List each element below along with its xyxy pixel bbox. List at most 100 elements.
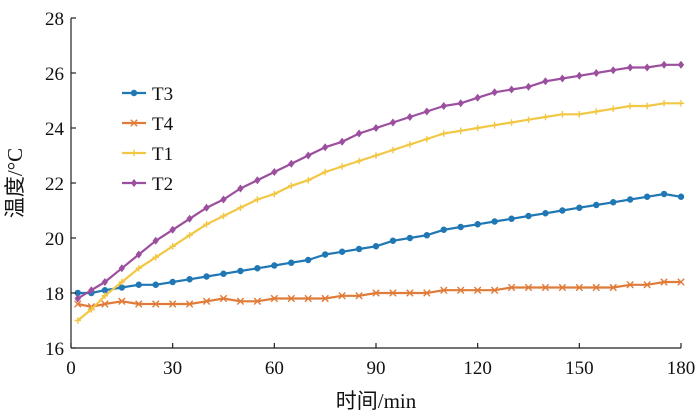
data-point bbox=[643, 102, 651, 110]
legend-item-t4: T4 bbox=[122, 114, 174, 135]
data-point bbox=[491, 218, 498, 225]
y-tick-label: 24 bbox=[45, 119, 65, 140]
data-point bbox=[74, 289, 81, 297]
data-point bbox=[507, 283, 516, 292]
data-point bbox=[338, 163, 346, 170]
data-point bbox=[457, 127, 464, 134]
data-point bbox=[660, 190, 668, 198]
data-point bbox=[270, 294, 279, 303]
data-point bbox=[74, 317, 81, 324]
data-point bbox=[541, 283, 550, 292]
data-point bbox=[508, 85, 515, 94]
legend-label: T3 bbox=[152, 84, 173, 105]
x-axis-title: 时间/min bbox=[336, 389, 417, 413]
data-point bbox=[305, 177, 312, 184]
data-point bbox=[440, 130, 447, 137]
data-point bbox=[423, 232, 431, 239]
data-point bbox=[610, 105, 617, 112]
data-point bbox=[558, 283, 567, 292]
data-point bbox=[254, 265, 261, 272]
data-point bbox=[474, 124, 481, 132]
data-point bbox=[118, 297, 126, 305]
data-point bbox=[118, 264, 126, 273]
data-point bbox=[610, 199, 617, 206]
series-t2 bbox=[74, 60, 685, 303]
data-point bbox=[186, 232, 193, 239]
data-point bbox=[355, 129, 363, 138]
data-point bbox=[592, 283, 600, 292]
data-point bbox=[677, 100, 685, 107]
data-point bbox=[626, 63, 634, 72]
data-point bbox=[253, 297, 262, 305]
data-point bbox=[372, 124, 380, 132]
data-point bbox=[220, 212, 227, 220]
data-point bbox=[525, 116, 532, 123]
legend-item-t3: T3 bbox=[122, 84, 173, 105]
data-point bbox=[101, 287, 109, 294]
series-t4 bbox=[74, 278, 685, 311]
series-line-t4 bbox=[77, 280, 681, 308]
data-point bbox=[355, 157, 363, 165]
series-t3 bbox=[74, 190, 685, 297]
data-point bbox=[677, 193, 685, 200]
data-point bbox=[542, 210, 549, 217]
data-point bbox=[305, 256, 312, 264]
legend-swatch-marker bbox=[130, 119, 138, 127]
data-point bbox=[203, 203, 210, 212]
data-point bbox=[254, 176, 261, 185]
legend-item-t1: T1 bbox=[122, 144, 173, 165]
data-point bbox=[643, 281, 651, 289]
data-point bbox=[389, 237, 397, 244]
data-point bbox=[626, 196, 634, 203]
data-point bbox=[626, 102, 634, 110]
series-line-t3 bbox=[77, 192, 682, 295]
legend-swatch-marker bbox=[130, 149, 138, 157]
y-tick-label: 28 bbox=[45, 9, 64, 30]
data-point bbox=[220, 270, 227, 277]
legend-label: T2 bbox=[152, 174, 173, 195]
data-point bbox=[271, 262, 278, 269]
data-point bbox=[237, 184, 244, 193]
data-point bbox=[101, 292, 109, 299]
data-point bbox=[118, 284, 126, 291]
data-point bbox=[559, 207, 566, 214]
data-point bbox=[457, 223, 464, 231]
data-point bbox=[152, 300, 160, 308]
data-point bbox=[508, 215, 515, 222]
data-point bbox=[626, 281, 634, 289]
data-point bbox=[406, 289, 414, 297]
data-point bbox=[593, 108, 600, 115]
data-point bbox=[185, 300, 194, 308]
x-tick-label: 150 bbox=[565, 358, 594, 379]
y-tick-label: 20 bbox=[45, 229, 64, 250]
data-point bbox=[372, 289, 380, 297]
data-point bbox=[610, 66, 617, 75]
x-tick-label: 180 bbox=[667, 358, 696, 379]
data-point bbox=[152, 236, 159, 245]
data-point bbox=[271, 190, 278, 198]
data-point bbox=[237, 204, 244, 211]
data-point bbox=[88, 306, 95, 313]
data-point bbox=[389, 146, 397, 154]
legend-label: T4 bbox=[152, 114, 174, 135]
data-point bbox=[203, 221, 210, 228]
data-point bbox=[440, 226, 447, 233]
data-point bbox=[220, 195, 227, 204]
data-point bbox=[643, 193, 651, 200]
x-tick-label: 90 bbox=[367, 358, 386, 379]
data-point bbox=[74, 300, 82, 308]
data-point bbox=[169, 243, 176, 250]
data-point bbox=[271, 168, 278, 176]
data-point bbox=[660, 278, 668, 286]
y-tick-label: 18 bbox=[45, 284, 64, 305]
data-point bbox=[406, 113, 414, 121]
data-point bbox=[406, 234, 414, 242]
data-point bbox=[389, 118, 397, 127]
data-point bbox=[542, 113, 549, 121]
legend-label: T1 bbox=[152, 144, 173, 165]
legend-item-t2: T2 bbox=[122, 174, 173, 195]
data-point bbox=[473, 286, 482, 294]
data-point bbox=[576, 71, 583, 80]
data-point bbox=[186, 214, 193, 223]
